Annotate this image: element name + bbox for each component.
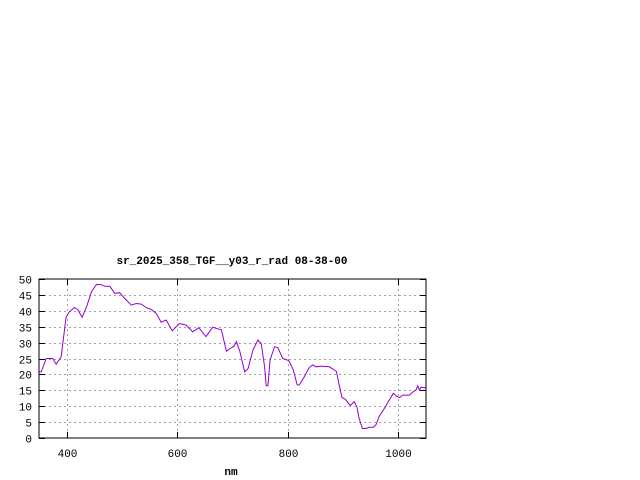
plot-border (38, 278, 427, 439)
grid (39, 279, 426, 438)
y-tick-label: 40 (19, 308, 32, 320)
y-tick-label: 15 (19, 387, 32, 399)
y-tick-label: 50 (19, 276, 32, 288)
tick-labels: 0 5 10 15 20 25 30 35 40 45 50 400 600 800 1000 (19, 276, 412, 462)
x-tick-label: 800 (279, 449, 299, 461)
x-axis-label: nm (224, 467, 238, 479)
y-tick-label: 20 (19, 371, 32, 383)
y-tick-label: 25 (19, 356, 32, 368)
x-tick-label: 400 (58, 449, 78, 461)
y-tick-label: 30 (19, 340, 32, 352)
chart-title: sr_2025_358_TGF__y03_r_rad 08-38-00 (116, 256, 347, 268)
y-tick-label: 35 (19, 324, 32, 336)
series-line (39, 283, 427, 429)
x-tick-label: 1000 (385, 449, 411, 461)
ticks (39, 279, 426, 439)
y-tick-label: 5 (25, 419, 32, 431)
y-tick-label: 10 (19, 403, 32, 415)
y-tick-label: 0 (25, 435, 32, 447)
y-tick-label: 45 (19, 292, 32, 304)
x-tick-label: 600 (168, 449, 188, 461)
